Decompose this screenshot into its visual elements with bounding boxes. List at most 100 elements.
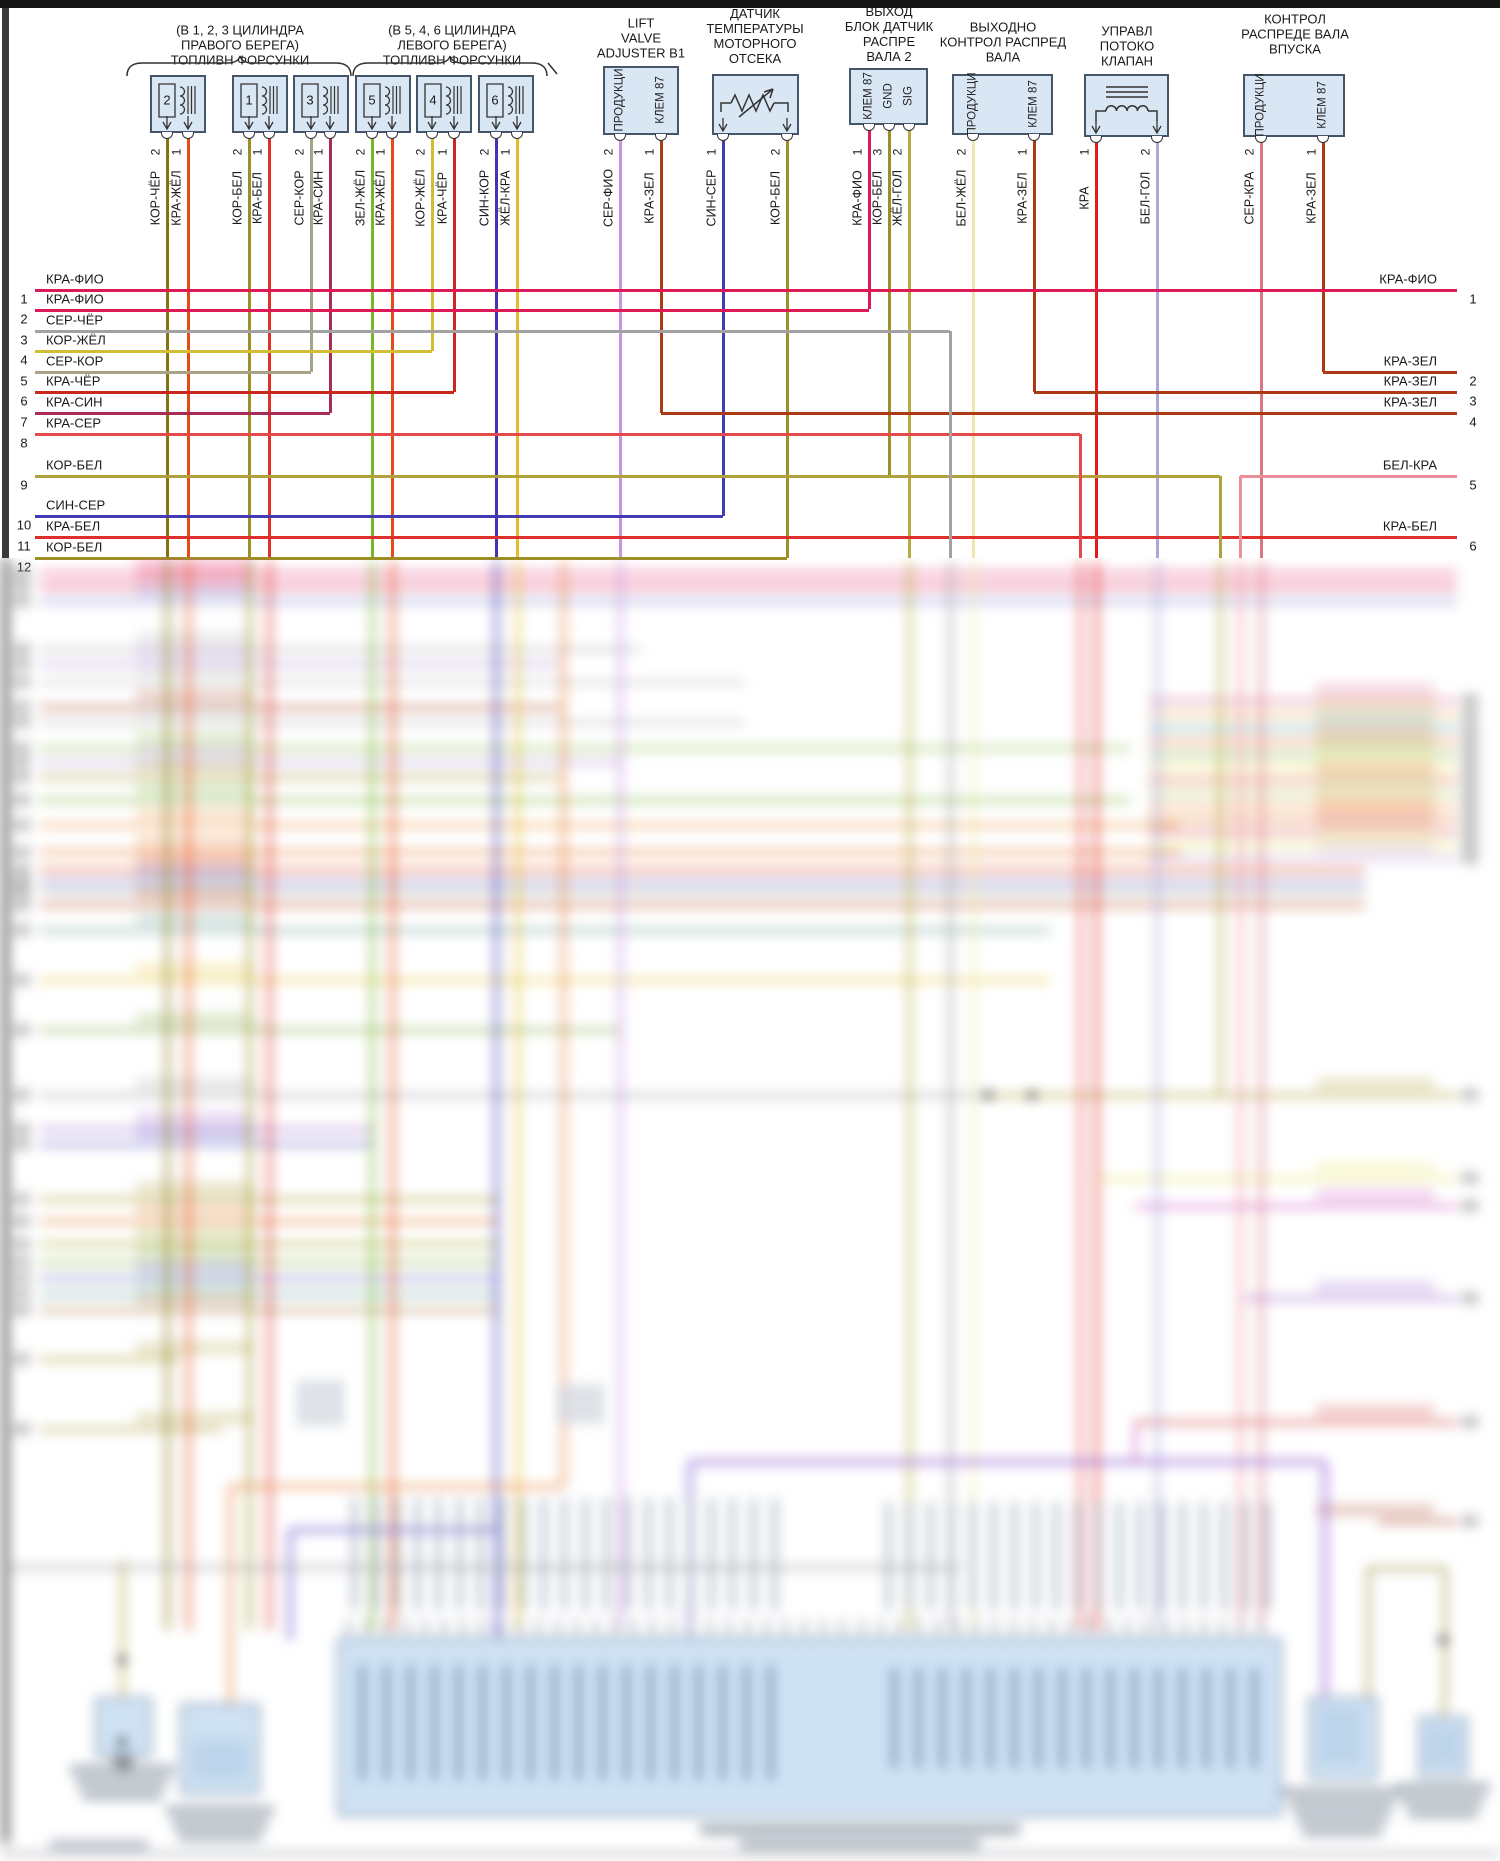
blur-horizontal [690, 1460, 1325, 1464]
blur-text-smudge [751, 1498, 756, 1610]
blur-text-smudge [974, 1619, 977, 1635]
blur-row-number-smudge [1462, 695, 1478, 705]
blur-row-number-smudge [1462, 788, 1478, 798]
blur-row-number-smudge [14, 659, 30, 669]
blur-text-smudge [727, 1619, 730, 1635]
blur-row-label-smudge [136, 647, 254, 659]
pin-arrow [1152, 120, 1162, 135]
blur-row-label-smudge [136, 1342, 254, 1354]
blur-text-smudge [1036, 1668, 1041, 1768]
blur-text-smudge [624, 1665, 629, 1780]
blur-row-right [1148, 752, 1457, 756]
blur-text-smudge [803, 1619, 806, 1635]
blur-row-left [40, 571, 1457, 575]
blur-text-smudge [709, 1498, 714, 1610]
wire-СИН-СЕР [721, 140, 725, 516]
blur-text-smudge [1012, 1502, 1017, 1610]
blur-vertical [390, 560, 394, 1630]
injector-coil [322, 86, 329, 115]
blur-row-number-smudge [14, 1257, 30, 1267]
blur-row-left [40, 1127, 375, 1131]
blur-text-smudge [936, 1619, 939, 1635]
blur-smudge [1296, 1814, 1388, 1823]
blur-row-label-smudge [136, 1112, 254, 1124]
blurred-region [0, 558, 1500, 1861]
injector-core-lines [515, 86, 524, 114]
blur-row-number-smudge [14, 757, 30, 767]
blur-row-label-smudge [136, 1078, 254, 1090]
pin-arrow [512, 116, 522, 131]
row-line-left-6 [35, 390, 454, 394]
blur-row-number-smudge [1462, 1516, 1478, 1526]
blur-text-smudge [336, 1380, 341, 1426]
blur-text-smudge [1012, 1668, 1017, 1768]
blur-text-smudge [632, 1619, 635, 1635]
right-row-number: 2 [1469, 373, 1477, 389]
blur-smudge [112, 1757, 134, 1760]
blur-row-number-smudge [14, 865, 30, 875]
left-row-label: КОР-ЖЁЛ [46, 332, 106, 348]
blur-row-number-smudge [14, 975, 30, 985]
blur-row-right [1135, 1420, 1457, 1424]
blur-row-right [1148, 712, 1457, 716]
blur-text-smudge [772, 1498, 777, 1610]
blur-text-smudge [940, 1668, 945, 1768]
blur-row-right [1148, 817, 1457, 821]
blur-horizontal [230, 1484, 563, 1488]
row-line-left-2 [35, 308, 869, 312]
blur-text-smudge [1012, 1619, 1015, 1635]
blur-row-right [1148, 830, 1457, 834]
blur-text-smudge [765, 1619, 768, 1635]
blur-text-smudge [360, 1665, 365, 1780]
blur-row-label-smudge [136, 808, 254, 820]
blur-row-label-smudge [1316, 1504, 1434, 1516]
blur-text-smudge [879, 1619, 882, 1635]
blur-row-number-smudge [14, 1139, 30, 1149]
header-cam-sensor-2-output: ВЫХОД БЛОК ДАТЧИК РАСПРЕ ВАЛА 2 [844, 4, 934, 64]
blur-text-smudge [596, 1384, 601, 1424]
blur-text-smudge [955, 1619, 958, 1635]
blur-row-label-smudge [136, 1245, 254, 1257]
blur-row-label-smudge [136, 632, 254, 644]
left-row-number: 8 [20, 435, 28, 451]
row-line-right-3 [1034, 390, 1457, 394]
blur-text-smudge [1088, 1619, 1091, 1635]
wire-СЕР-КРА [1259, 142, 1263, 558]
blur-smudge [1402, 1796, 1484, 1805]
blur-smudge [192, 1740, 248, 1780]
wire-СЕР-ФИО [618, 140, 622, 558]
blur-row-left [40, 1028, 620, 1032]
wire-ЖЁЛ-КРА [515, 138, 519, 558]
blur-smudge [120, 1769, 128, 1771]
cam-output-control-box [952, 74, 1053, 135]
corner-vertical [1238, 476, 1242, 558]
row-line-left-11 [35, 535, 1457, 539]
blur-row-number-smudge [1462, 775, 1478, 785]
blur-text-smudge [394, 1498, 399, 1610]
blur-row-left [40, 903, 1365, 907]
blur-row-number-smudge [14, 847, 30, 857]
pin-arrow [306, 116, 316, 131]
blur-vertical [618, 560, 622, 1630]
thermistor-arrow [738, 88, 774, 118]
blur-row-right [1148, 739, 1457, 743]
blur-row-right [1148, 843, 1457, 847]
row-line-left-5 [35, 370, 311, 374]
blur-text-smudge [575, 1619, 578, 1635]
left-row-number: 6 [20, 393, 28, 409]
blur-text-smudge [1096, 1502, 1101, 1610]
blur-row-left [40, 1427, 222, 1431]
left-row-number: 10 [16, 517, 32, 533]
blur-row-left [40, 880, 1365, 884]
blur-smudge [1318, 1707, 1362, 1765]
blur-text-smudge [1069, 1619, 1072, 1635]
wire-КРА-ЖЁЛ [390, 138, 394, 558]
blur-row-number-smudge [14, 772, 30, 782]
blur-text-smudge [556, 1619, 559, 1635]
blur-row-number-smudge [14, 925, 30, 935]
blur-row-right [1148, 804, 1457, 808]
blur-text-smudge [1138, 1502, 1143, 1610]
blur-row-label-smudge [136, 875, 254, 887]
blur-row-label-smudge [136, 1182, 254, 1194]
right-row-label: КРА-ЗЕЛ [1383, 394, 1437, 410]
